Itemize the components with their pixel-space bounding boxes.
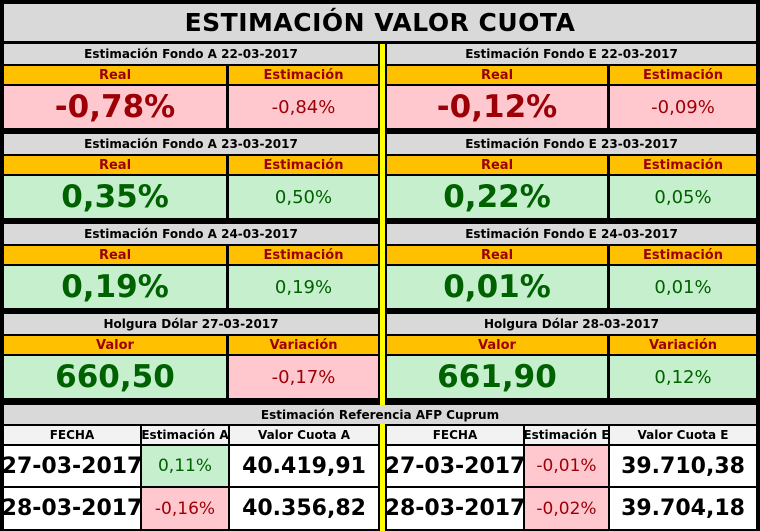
section-title-fondo-a-23: Estimación Fondo A 23-03-2017 (4, 134, 378, 154)
col-header-valor-cuota-a: Valor Cuota A (230, 426, 378, 444)
header-estimacion: Estimación (229, 156, 378, 174)
col-header-estimacion-a: Estimación A (141, 426, 229, 444)
header-estimacion: Estimación (610, 66, 756, 84)
cell-valor-cuota-a: 40.419,91 (230, 446, 378, 486)
cell-valor-cuota-e: 39.710,38 (610, 446, 756, 486)
col-header-valor-cuota-e: Valor Cuota E (610, 426, 756, 444)
section-title-fondo-e-23: Estimación Fondo E 23-03-2017 (387, 134, 756, 154)
section-title-fondo-a-22: Estimación Fondo A 22-03-2017 (4, 44, 378, 64)
value-real: 0,22% (387, 176, 607, 218)
cell-valor-cuota-e: 39.704,18 (610, 488, 756, 529)
header-estimacion: Estimación (229, 66, 378, 84)
value-real: -0,12% (387, 86, 607, 128)
header-estimacion: Estimación (229, 246, 378, 264)
value-estimacion: -0,09% (610, 86, 756, 128)
section-title-fondo-a-24: Estimación Fondo A 24-03-2017 (4, 224, 378, 244)
header-valor: Valor (4, 336, 226, 354)
cell-fecha-a: 27-03-2017 (2, 446, 142, 486)
header-variacion: Variación (610, 336, 756, 354)
cell-fecha-e: 28-03-2017 (385, 488, 525, 529)
col-header-fecha-a: FECHA (4, 426, 140, 444)
header-real: Real (4, 66, 226, 84)
value-real: 0,19% (4, 266, 226, 308)
col-header-fecha-e: FECHA (387, 426, 523, 444)
header-variacion: Variación (229, 336, 378, 354)
value-valor: 661,90 (387, 356, 607, 398)
header-real: Real (4, 156, 226, 174)
column-separator (380, 44, 385, 531)
value-valor: 660,50 (4, 356, 226, 398)
section-title-fondo-e-22: Estimación Fondo E 22-03-2017 (387, 44, 756, 64)
value-real: 0,35% (4, 176, 226, 218)
value-estimacion: 0,01% (610, 266, 756, 308)
section-title-holgura-28: Holgura Dólar 28-03-2017 (387, 314, 756, 334)
header-real: Real (387, 66, 607, 84)
value-estimacion: -0,84% (229, 86, 378, 128)
value-real: -0,78% (4, 86, 226, 128)
cell-fecha-e: 27-03-2017 (385, 446, 525, 486)
cell-valor-cuota-a: 40.356,82 (230, 488, 378, 529)
value-estimacion: 0,05% (610, 176, 756, 218)
section-title-holgura-27: Holgura Dólar 27-03-2017 (4, 314, 378, 334)
value-estimacion: 0,19% (229, 266, 378, 308)
cell-fecha-a: 28-03-2017 (2, 488, 142, 529)
header-real: Real (387, 156, 607, 174)
reference-title: Estimación Referencia AFP Cuprum (4, 405, 756, 424)
cell-estimacion-a: 0,11% (142, 446, 228, 486)
value-variacion: 0,12% (610, 356, 756, 398)
section-title-fondo-e-24: Estimación Fondo E 24-03-2017 (387, 224, 756, 244)
header-real: Real (4, 246, 226, 264)
page-title: ESTIMACIÓN VALOR CUOTA (4, 4, 756, 41)
value-variacion: -0,17% (229, 356, 378, 398)
header-real: Real (387, 246, 607, 264)
cell-estimacion-e: -0,01% (525, 446, 608, 486)
header-estimacion: Estimación (610, 246, 756, 264)
header-valor: Valor (387, 336, 607, 354)
col-header-estimacion-e: Estimación E (523, 426, 610, 444)
cell-estimacion-e: -0,02% (525, 488, 608, 529)
value-real: 0,01% (387, 266, 607, 308)
header-estimacion: Estimación (610, 156, 756, 174)
cell-estimacion-a: -0,16% (142, 488, 228, 529)
value-estimacion: 0,50% (229, 176, 378, 218)
